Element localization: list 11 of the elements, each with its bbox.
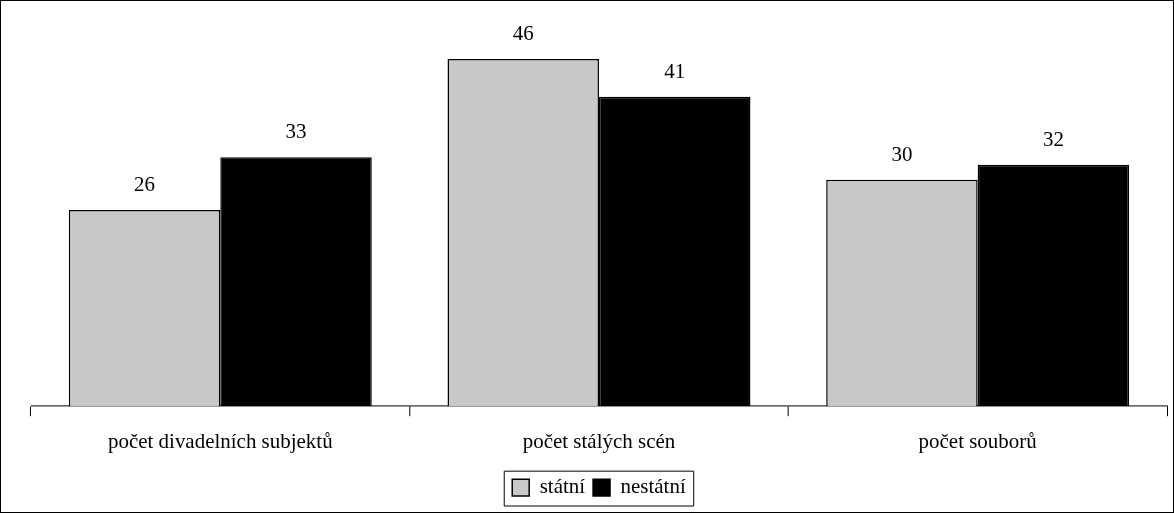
data-label: 46 xyxy=(512,21,534,46)
data-label: 30 xyxy=(891,141,913,166)
data-label: 32 xyxy=(1042,126,1064,151)
x-tick-label: počet divadelních subjektů xyxy=(107,429,334,454)
data-label: 41 xyxy=(664,58,686,83)
legend-label: státní xyxy=(539,474,586,499)
legend-label: nestátní xyxy=(620,474,686,499)
x-tick-label: počet souborů xyxy=(918,429,1038,454)
data-label: 33 xyxy=(285,119,307,144)
x-tick-label: počet stálých scén xyxy=(522,429,676,454)
data-label: 26 xyxy=(134,172,156,197)
